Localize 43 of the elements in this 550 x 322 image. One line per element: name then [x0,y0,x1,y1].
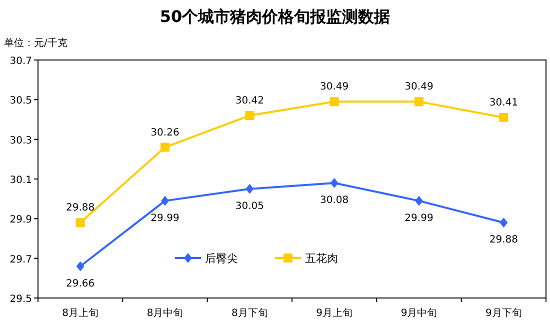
data-label: 29.99 [150,212,180,224]
xtick: 9月上旬 [316,308,353,319]
legend-label: 后臀尖 [205,252,238,265]
point [415,196,423,206]
ytick: 29.7 [10,254,32,266]
data-label: 29.99 [404,212,434,224]
data-label: 30.41 [489,98,518,109]
ylabel: 单位：元/千克 [4,38,68,49]
point [330,178,338,188]
point [499,113,508,122]
ytick: 29.9 [10,214,32,226]
title: 50个城市猪肉价格旬报监测数据 [160,7,390,26]
xtick: 8月上旬 [62,308,99,319]
point [160,142,170,152]
xtick: 8月下旬 [231,308,268,319]
point [76,261,84,272]
ytick: 30.3 [10,135,32,146]
data-label: 30.49 [404,82,434,93]
xtick: 8月中旬 [146,308,184,319]
point [246,184,254,194]
point [500,218,508,228]
data-label: 29.88 [489,234,518,246]
point [161,196,169,206]
legend-item: 后臀尖 [175,252,238,265]
ytick: 30.5 [10,96,32,107]
data-label: 30.26 [150,127,180,138]
point [245,111,254,120]
data-label: 29.88 [66,202,95,214]
data-label: 30.49 [320,82,349,93]
point [76,218,85,228]
ytick: 30.7 [10,56,32,67]
legend-item: 五花肉 [275,252,338,265]
ytick: 30.1 [10,175,32,186]
point [330,97,339,106]
data-label: 30.05 [235,200,264,212]
ytick: 29.5 [10,294,32,305]
data-label: 30.42 [235,96,264,107]
point [414,97,424,106]
xtick: 9月中旬 [400,308,438,319]
data-label: 29.66 [66,278,95,290]
data-label: 30.08 [320,194,349,206]
xtick: 9月下旬 [485,308,522,319]
legend-label: 五花肉 [305,252,338,265]
